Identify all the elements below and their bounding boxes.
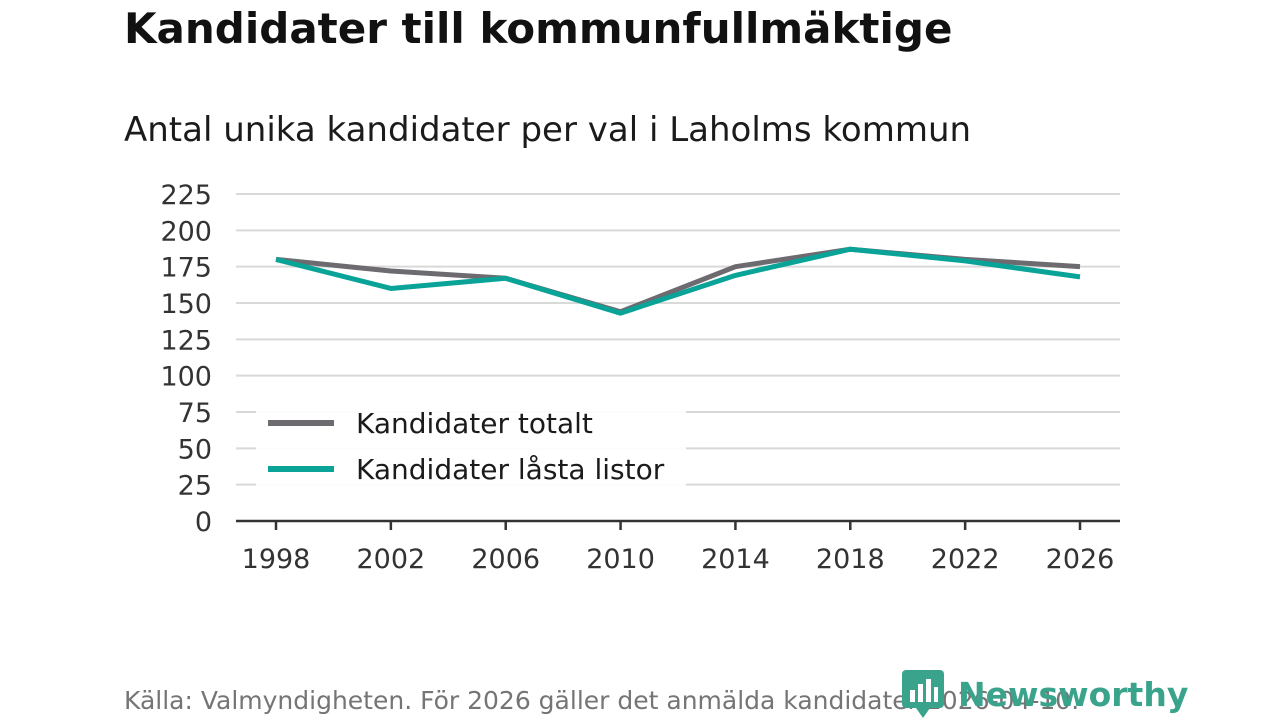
- y-tick-label: 225: [160, 180, 212, 211]
- y-tick-label: 100: [160, 362, 212, 393]
- y-tick-label: 175: [160, 253, 212, 284]
- x-tick-label: 2018: [816, 544, 885, 575]
- x-tick-label: 2002: [356, 544, 425, 575]
- x-tick-label: 1998: [242, 544, 311, 575]
- y-tick-label: 50: [178, 434, 212, 465]
- x-axis: 1998 2002 2006 2010 2014 2018 2022 2026: [236, 519, 1120, 575]
- legend-label: Kandidater totalt: [356, 407, 593, 440]
- x-tick-label: 2006: [471, 544, 540, 575]
- legend-label: Kandidater låsta listor: [356, 453, 665, 486]
- legend-background: [256, 404, 686, 486]
- x-tick-label: 2014: [701, 544, 770, 575]
- bar-chart-badge-icon: [902, 670, 944, 718]
- newsworthy-logo: Newsworthy: [902, 670, 1188, 718]
- x-tick-label: 2026: [1046, 544, 1115, 575]
- y-tick-label: 200: [160, 216, 212, 247]
- legend: Kandidater totalt Kandidater låsta listor: [256, 404, 686, 486]
- y-tick-label: 75: [178, 398, 212, 429]
- series-line-lasta-listor: [275, 246, 1081, 316]
- chart-title: Kandidater till kommunfullmäktige: [124, 4, 953, 53]
- y-tick-label: 125: [160, 325, 212, 356]
- y-tick-label: 150: [160, 289, 212, 320]
- chart-subtitle: Antal unika kandidater per val i Laholms…: [124, 110, 972, 150]
- y-tick-label: 0: [195, 507, 212, 538]
- logo-text: Newsworthy: [958, 674, 1189, 714]
- x-tick-label: 2010: [586, 544, 655, 575]
- series-lines: [275, 246, 1081, 316]
- y-tick-label: 25: [178, 471, 212, 502]
- y-axis-ticks: 0 25 50 75 100 125 150 175 200 225: [160, 180, 212, 538]
- x-tick-label: 2022: [931, 544, 1000, 575]
